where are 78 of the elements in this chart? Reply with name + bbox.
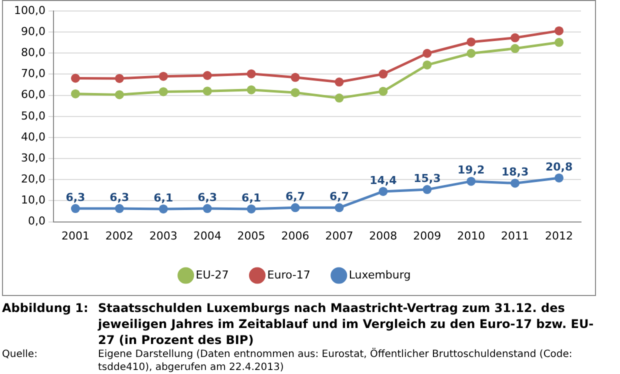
data-label: 6,1 bbox=[154, 191, 174, 204]
x-tick-label: 2003 bbox=[149, 229, 178, 242]
data-label: 19,2 bbox=[458, 164, 485, 177]
y-tick-label: 70,0 bbox=[20, 67, 46, 80]
x-tick-label: 2005 bbox=[237, 229, 266, 242]
point bbox=[246, 85, 256, 94]
point bbox=[554, 38, 564, 47]
point bbox=[290, 203, 300, 212]
point bbox=[510, 33, 520, 42]
point bbox=[290, 88, 300, 98]
point bbox=[378, 86, 388, 96]
point bbox=[202, 86, 212, 96]
point bbox=[114, 204, 124, 214]
point bbox=[510, 178, 520, 188]
point bbox=[158, 72, 168, 81]
point bbox=[510, 44, 520, 54]
data-label: 14,4 bbox=[370, 174, 398, 187]
point bbox=[334, 203, 344, 212]
source-note: Quelle: bbox=[1, 348, 38, 362]
y-tick-label: 0,0 bbox=[28, 214, 46, 228]
data-label: 6,3 bbox=[198, 190, 218, 204]
legend-label: Euro-17 bbox=[267, 268, 310, 282]
text: Staatsschulden Luxemburgs nach Maastricht-Vertrag zum 31.12. des jeweiligen Jahres im Zeitablauf und im Vergleich zu den Euro-17 bzw. EU-27 (in Prozent des BIP) bbox=[98, 300, 595, 348]
x-tick-label: 2004 bbox=[193, 229, 222, 242]
point bbox=[466, 37, 476, 46]
x-tick-label: 2001 bbox=[61, 229, 90, 242]
data-label: 15,3 bbox=[414, 172, 441, 185]
point bbox=[202, 71, 212, 80]
point bbox=[114, 74, 124, 83]
x-tick-label: 2010 bbox=[457, 229, 486, 242]
point bbox=[158, 204, 168, 214]
x-tick-label: 2007 bbox=[325, 229, 354, 242]
data-label: 6,3 bbox=[66, 190, 86, 204]
y-tick-label: 30,0 bbox=[20, 151, 46, 164]
point bbox=[70, 204, 80, 214]
x-tick-label: 2012 bbox=[545, 229, 574, 242]
point bbox=[70, 74, 80, 83]
data-label: 20,8 bbox=[545, 160, 573, 174]
point bbox=[422, 60, 432, 70]
y-tick-label: 40,0 bbox=[20, 130, 46, 144]
y-tick-label: 90,0 bbox=[20, 24, 46, 38]
x-tick-label: 2008 bbox=[369, 229, 398, 242]
text: Abbildung 1: bbox=[1, 300, 90, 317]
point bbox=[246, 69, 256, 78]
point bbox=[158, 87, 168, 96]
legend-label: EU-27 bbox=[196, 268, 229, 282]
point bbox=[422, 48, 432, 58]
x-tick-label: 2002 bbox=[105, 229, 134, 242]
x-tick-label: 2009 bbox=[413, 229, 442, 242]
y-tick-label: 50,0 bbox=[20, 109, 46, 122]
point bbox=[466, 48, 476, 58]
y-tick-label: 60,0 bbox=[20, 88, 46, 102]
y-tick-label: 10,0 bbox=[20, 194, 46, 207]
legend-label: Luxemburg bbox=[348, 268, 411, 282]
point bbox=[334, 94, 344, 103]
point bbox=[70, 89, 80, 98]
text: Eigene Darstellung (Daten entnommen aus: Eurostat, Öffentlicher Bruttoschuldenstand (Code: tsdde410), abgerufen am 22.4.2013) bbox=[98, 348, 574, 374]
y-tick-label: 20,0 bbox=[20, 172, 46, 186]
point bbox=[290, 72, 300, 82]
point bbox=[554, 26, 564, 36]
data-label: 6,1 bbox=[242, 191, 262, 204]
data-label: 6,7 bbox=[329, 190, 349, 204]
point bbox=[114, 90, 124, 100]
point bbox=[246, 204, 256, 214]
point bbox=[334, 78, 344, 87]
x-tick-label: 2006 bbox=[281, 229, 310, 242]
point bbox=[378, 186, 388, 196]
y-tick-label: 80,0 bbox=[20, 46, 46, 60]
data-label: 6,3 bbox=[110, 190, 130, 204]
data-label: 6,7 bbox=[286, 190, 306, 204]
x-tick-label: 2011 bbox=[501, 229, 530, 242]
point bbox=[422, 185, 432, 194]
point bbox=[466, 176, 476, 186]
point bbox=[554, 173, 564, 182]
point bbox=[378, 70, 388, 79]
point bbox=[202, 204, 212, 214]
y-tick-label: 100,0 bbox=[14, 4, 46, 17]
data-label: 18,3 bbox=[501, 166, 529, 179]
